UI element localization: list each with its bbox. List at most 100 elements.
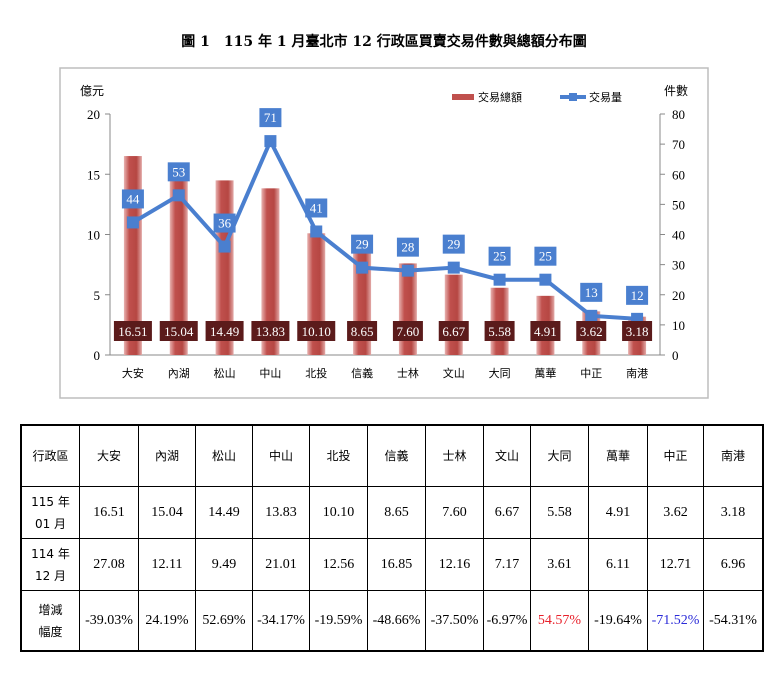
table-cell: 27.08: [79, 538, 139, 591]
bar-data-label: 14.49: [210, 324, 239, 339]
column-header: 內湖: [138, 424, 196, 487]
x-tick-label: 中山: [259, 367, 281, 380]
table-cell: 9.49: [195, 538, 253, 591]
table-cell: 24.19%: [138, 590, 196, 652]
legend-bar-label: 交易總額: [478, 90, 522, 104]
table-cell: -54.31%: [703, 590, 764, 652]
y-right-tick-label: 60: [672, 167, 685, 182]
bar-label-box: [484, 321, 515, 341]
table-cell: 54.57%: [530, 590, 589, 652]
bar-label-box: [113, 321, 152, 341]
table-cell: -19.64%: [588, 590, 648, 652]
line-data-label: 53: [172, 164, 185, 179]
bar-data-label: 3.62: [580, 324, 603, 339]
table-cell: 12.11: [138, 538, 196, 591]
line-data-label: 25: [493, 249, 506, 264]
x-tick-label: 大同: [489, 366, 511, 380]
table-cell: 16.85: [367, 538, 426, 591]
x-tick-label: 內湖: [168, 367, 190, 380]
bar-label-box: [347, 321, 378, 341]
x-tick-label: 松山: [214, 366, 236, 380]
y-left-tick-label: 0: [94, 348, 101, 363]
table-cell: 10.10: [309, 486, 368, 539]
line-label-box: [351, 234, 374, 254]
chart-frame: [59, 67, 709, 399]
row-label-line: 114 年: [31, 546, 70, 561]
x-tick-label: 士林: [397, 366, 419, 380]
line-data-label: 29: [356, 237, 369, 252]
y-left-tick-label: 15: [87, 167, 100, 182]
table-cell: -37.50%: [425, 590, 484, 652]
x-tick-label: 北投: [305, 366, 327, 380]
bar-label-box: [251, 321, 290, 341]
table-cell: 13.83: [252, 486, 310, 539]
table-cell: 8.65: [367, 486, 426, 539]
bar-data-label: 6.67: [442, 324, 465, 339]
table-cell: -6.97%: [483, 590, 531, 652]
table-cell: -34.17%: [252, 590, 310, 652]
table-cell: -71.52%: [647, 590, 704, 652]
y-left-label: 億元: [80, 84, 104, 98]
line-point: [264, 135, 277, 148]
column-header: 大同: [530, 424, 589, 487]
bar-label-box: [297, 321, 336, 341]
table-cell: -39.03%: [79, 590, 139, 652]
column-header: 文山: [483, 424, 531, 487]
bar-data-label: 10.10: [302, 324, 331, 339]
data-table: 行政區 大安 內湖 松山 中山 北投 信義 士林 文山 大同 萬華 中正 南港 115 年 01 月 16.…: [20, 424, 764, 652]
bar-label-box: [159, 321, 198, 341]
bar-內湖: [169, 173, 188, 355]
table-cell: 15.04: [138, 486, 196, 539]
line-label-box: [626, 285, 649, 305]
table-cell: 3.18: [703, 486, 764, 539]
y-left-tick-label: 5: [94, 288, 101, 303]
line-data-label: 25: [539, 249, 552, 264]
bar-label-box: [438, 321, 469, 341]
row-label-line: 01 月: [34, 516, 67, 531]
line-label-box: [534, 246, 557, 266]
table-cell: 12.16: [425, 538, 484, 591]
bar-data-label: 15.04: [164, 324, 194, 339]
y-right-tick-label: 40: [672, 228, 685, 243]
table-cell: 7.17: [483, 538, 531, 591]
bar-data-label: 8.65: [351, 324, 374, 339]
table-cell: 16.51: [79, 486, 139, 539]
column-header: 大安: [79, 424, 139, 487]
line-data-label: 28: [401, 240, 414, 255]
table-cell: 52.69%: [195, 590, 253, 652]
table-cell: 6.96: [703, 538, 764, 591]
line-point: [126, 216, 139, 229]
line-data-label: 13: [585, 285, 598, 300]
column-header: 松山: [195, 424, 253, 487]
row-label: 增減 幅度: [20, 590, 80, 652]
x-tick-label: 大安: [122, 366, 144, 380]
line-data-label: 41: [310, 200, 323, 215]
y-right-tick-label: 10: [672, 318, 685, 333]
table-cell: 6.11: [588, 538, 648, 591]
line-label-box: [580, 282, 603, 302]
line-point: [172, 189, 185, 202]
legend-line-label: 交易量: [589, 90, 622, 104]
table-cell: 3.61: [530, 538, 589, 591]
table-cell: 7.60: [425, 486, 484, 539]
column-header: 行政區: [20, 424, 80, 487]
bar-文山: [444, 274, 463, 355]
line-label-box: [213, 213, 236, 233]
y-right-tick-label: 50: [672, 197, 685, 212]
column-header: 萬華: [588, 424, 648, 487]
line-data-label: 71: [264, 110, 277, 125]
line-point: [447, 261, 460, 274]
x-tick-label: 南港: [626, 367, 648, 380]
line-label-box: [259, 108, 282, 128]
line-label-box: [442, 234, 465, 254]
bar-label-box: [392, 321, 423, 341]
table-cell: 21.01: [252, 538, 310, 591]
bar-label-box: [205, 321, 244, 341]
x-tick-label: 信義: [351, 366, 373, 380]
line-data-label: 12: [631, 288, 644, 303]
y-left-tick-label: 10: [87, 228, 100, 243]
table-cell: 4.91: [588, 486, 648, 539]
row-label: 115 年 01 月: [20, 486, 80, 539]
line-point: [218, 240, 231, 253]
